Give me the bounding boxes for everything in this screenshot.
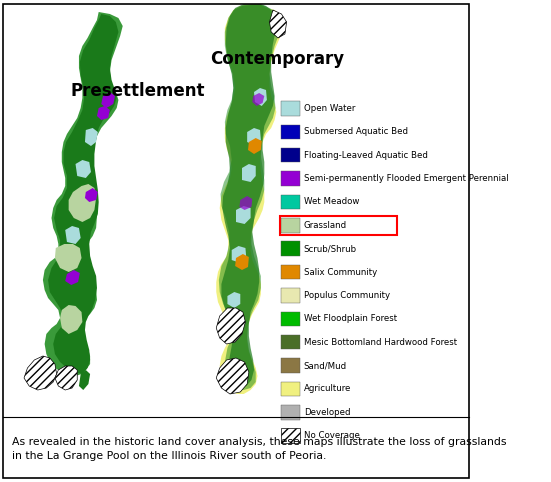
- FancyBboxPatch shape: [282, 405, 300, 419]
- FancyBboxPatch shape: [282, 428, 300, 443]
- Text: No Coverage: No Coverage: [304, 431, 360, 440]
- Text: Sand/Mud: Sand/Mud: [304, 361, 347, 370]
- Polygon shape: [219, 4, 280, 390]
- FancyBboxPatch shape: [282, 148, 300, 162]
- Polygon shape: [248, 138, 262, 154]
- Polygon shape: [232, 246, 246, 263]
- FancyBboxPatch shape: [282, 265, 300, 279]
- FancyBboxPatch shape: [282, 195, 300, 209]
- Polygon shape: [60, 305, 83, 334]
- Polygon shape: [97, 106, 110, 120]
- FancyBboxPatch shape: [282, 288, 300, 303]
- Text: Floating-Leaved Aquatic Bed: Floating-Leaved Aquatic Bed: [304, 151, 428, 160]
- Text: Presettlement: Presettlement: [71, 82, 205, 100]
- Polygon shape: [242, 164, 256, 182]
- Polygon shape: [236, 206, 251, 224]
- Polygon shape: [85, 128, 98, 146]
- Polygon shape: [55, 366, 77, 390]
- Polygon shape: [24, 356, 57, 390]
- Polygon shape: [79, 370, 90, 390]
- Polygon shape: [247, 128, 261, 146]
- FancyBboxPatch shape: [282, 359, 300, 373]
- FancyBboxPatch shape: [282, 312, 300, 326]
- Polygon shape: [235, 254, 249, 270]
- FancyBboxPatch shape: [282, 101, 300, 116]
- Polygon shape: [222, 4, 277, 388]
- Text: Mesic Bottomland Hardwood Forest: Mesic Bottomland Hardwood Forest: [304, 338, 457, 347]
- Text: Semi-permanently Flooded Emergent Perennial: Semi-permanently Flooded Emergent Perenn…: [304, 174, 509, 183]
- Text: Populus Community: Populus Community: [304, 291, 390, 300]
- Polygon shape: [216, 358, 249, 394]
- Polygon shape: [252, 93, 264, 106]
- Text: Submersed Aquatic Bed: Submersed Aquatic Bed: [304, 127, 408, 136]
- Polygon shape: [240, 196, 252, 210]
- Text: Scrub/Shrub: Scrub/Shrub: [304, 244, 357, 253]
- FancyBboxPatch shape: [282, 382, 300, 396]
- Text: As revealed in the historic land cover analysis, these maps illustrate the loss : As revealed in the historic land cover a…: [12, 437, 506, 461]
- Polygon shape: [65, 270, 80, 285]
- Text: Open Water: Open Water: [304, 104, 355, 113]
- Polygon shape: [216, 308, 245, 344]
- Polygon shape: [269, 10, 287, 38]
- Text: Salix Community: Salix Community: [304, 268, 377, 277]
- FancyBboxPatch shape: [282, 124, 300, 139]
- Text: Contemporary: Contemporary: [210, 50, 344, 68]
- Polygon shape: [101, 92, 115, 108]
- Polygon shape: [48, 14, 118, 374]
- Polygon shape: [65, 226, 80, 244]
- Polygon shape: [85, 188, 98, 202]
- Text: Grassland: Grassland: [304, 221, 347, 230]
- Text: Developed: Developed: [304, 408, 350, 417]
- Polygon shape: [75, 160, 91, 178]
- Text: Agriculture: Agriculture: [304, 385, 351, 393]
- Text: Wet Meadow: Wet Meadow: [304, 198, 359, 206]
- FancyBboxPatch shape: [282, 241, 300, 256]
- Polygon shape: [69, 184, 96, 222]
- FancyBboxPatch shape: [282, 172, 300, 186]
- FancyBboxPatch shape: [282, 335, 300, 349]
- Text: Wet Floodplain Forest: Wet Floodplain Forest: [304, 314, 397, 323]
- FancyBboxPatch shape: [282, 218, 300, 233]
- Polygon shape: [254, 88, 267, 106]
- Polygon shape: [228, 292, 240, 308]
- Polygon shape: [55, 244, 82, 272]
- Polygon shape: [216, 4, 283, 394]
- Polygon shape: [43, 12, 123, 376]
